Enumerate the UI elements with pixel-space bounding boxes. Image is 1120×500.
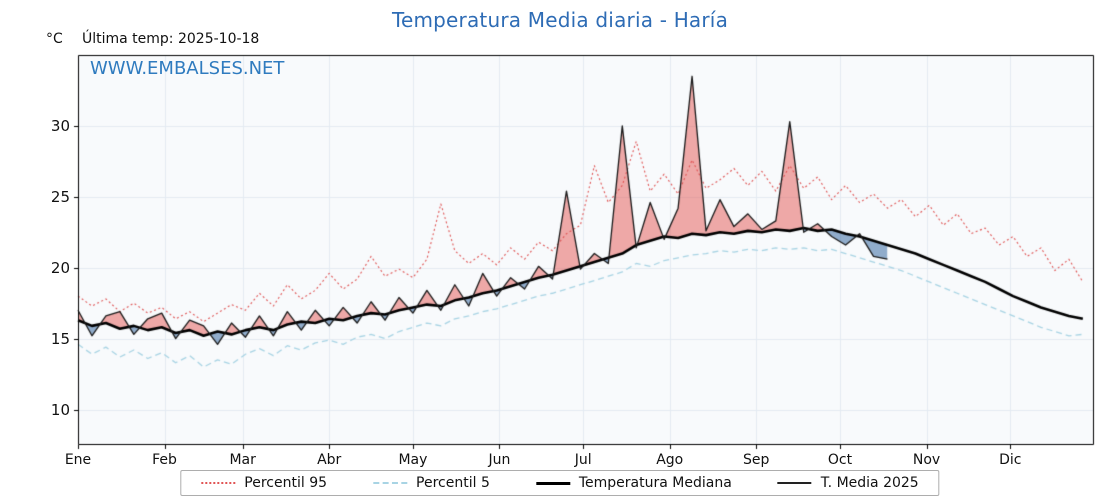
chart-legend: Percentil 95 Percentil 5 Temperatura Med… — [180, 470, 940, 496]
x-tick-label: Sep — [743, 452, 770, 468]
x-tick-label: Feb — [152, 452, 177, 468]
mediana-line-sample-icon — [535, 481, 570, 485]
x-tick-label: Dic — [999, 452, 1022, 468]
y-tick-label: 10 — [50, 400, 70, 419]
x-tick-label: Nov — [912, 452, 941, 468]
x-tick-label: Abr — [317, 452, 342, 468]
x-tick-label: Ago — [656, 452, 684, 468]
x-tick-label: May — [398, 452, 428, 468]
y-tick-label: 25 — [50, 187, 70, 206]
y-axis-unit-label: °C — [46, 31, 63, 47]
percentil5-line-sample-icon — [373, 482, 408, 484]
legend-item-mediana: Temperatura Mediana — [535, 475, 732, 491]
legend-item-tmedia2025: T. Media 2025 — [777, 475, 919, 491]
y-tick-label: 30 — [50, 116, 70, 135]
legend-label: Percentil 5 — [416, 475, 490, 491]
chart-plot-canvas — [0, 0, 1120, 468]
x-tick-label: Jul — [574, 452, 592, 468]
x-tick-label: Mar — [229, 452, 256, 468]
x-tick-label: Oct — [827, 452, 853, 468]
legend-label: Percentil 95 — [244, 475, 328, 491]
percentil95-line-sample-icon — [201, 482, 236, 484]
legend-item-percentil95: Percentil 95 — [201, 475, 327, 491]
legend-item-percentil5: Percentil 5 — [373, 475, 490, 491]
tmedia2025-line-sample-icon — [777, 482, 812, 484]
watermark-embalses: WWW.EMBALSES.NET — [90, 58, 285, 79]
y-tick-label: 20 — [50, 258, 70, 277]
x-tick-label: Ene — [64, 452, 92, 468]
last-temp-label: Última temp: 2025-10-18 — [82, 31, 260, 47]
x-tick-label: Jun — [488, 452, 511, 468]
y-tick-label: 15 — [50, 329, 70, 348]
page-title: Temperatura Media diaria - Haría — [391, 8, 729, 32]
legend-label: Temperatura Mediana — [578, 475, 732, 491]
legend-label: T. Media 2025 — [820, 475, 919, 491]
